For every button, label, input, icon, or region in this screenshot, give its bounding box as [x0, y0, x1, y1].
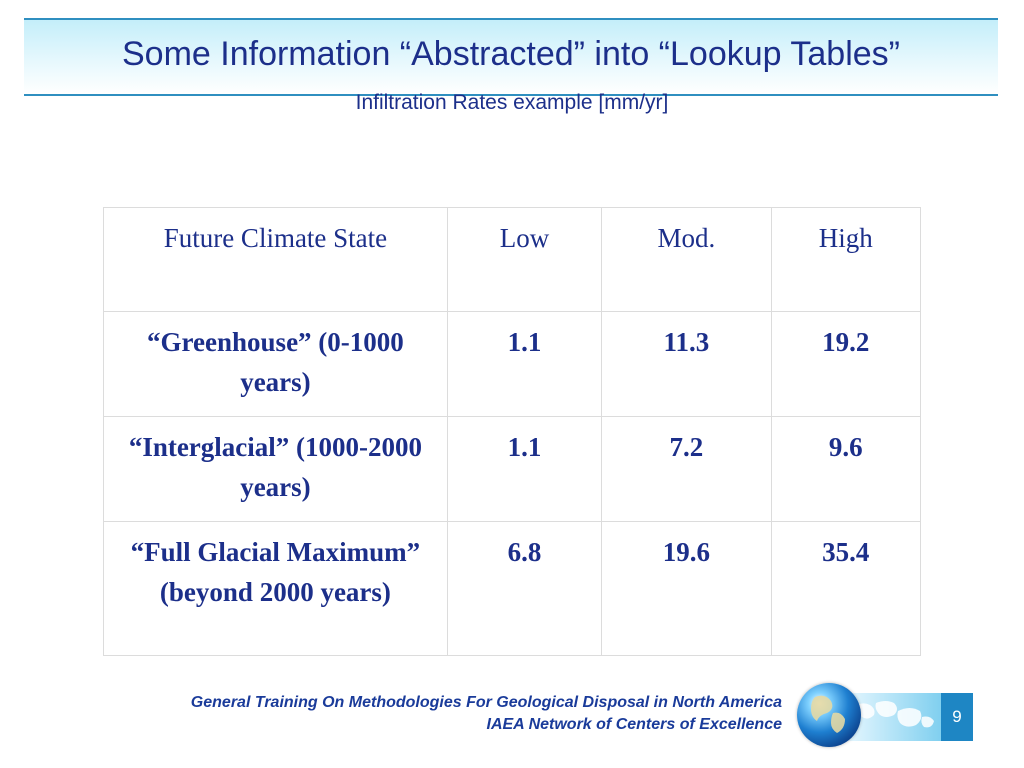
globe-icon	[797, 683, 861, 747]
footer-line-1: General Training On Methodologies For Ge…	[190, 694, 782, 711]
table-row: “Full Glacial Maximum” (beyond 2000 year…	[103, 521, 922, 656]
header-high: High	[770, 207, 922, 312]
title-band	[24, 18, 998, 96]
table-row: “Greenhouse” (0-1000 years) 1.1 11.3 19.…	[103, 311, 922, 417]
slide-title: Some Information “Abstracted” into “Look…	[122, 35, 900, 73]
row-high-value: 9.6	[770, 416, 922, 522]
row-mod-value: 11.3	[601, 311, 772, 417]
row-low-value: 6.8	[446, 521, 603, 656]
row-mod-value: 7.2	[601, 416, 772, 522]
page-number: 9	[941, 693, 973, 741]
footer-line-2: IAEA Network of Centers of Excellence	[486, 716, 783, 733]
table-row: “Interglacial” (1000-2000 years) 1.1 7.2…	[103, 416, 922, 522]
row-mod-value: 19.6	[601, 521, 772, 656]
infiltration-rates-table: Future Climate State Low Mod. High “Gree…	[103, 207, 922, 656]
row-climate-state: “Full Glacial Maximum” (beyond 2000 year…	[103, 521, 448, 656]
header-low: Low	[446, 207, 603, 312]
row-low-value: 1.1	[446, 416, 603, 522]
row-high-value: 19.2	[770, 311, 922, 417]
header-mod: Mod.	[601, 207, 772, 312]
row-low-value: 1.1	[446, 311, 603, 417]
header-climate-state: Future Climate State	[103, 207, 448, 312]
row-high-value: 35.4	[770, 521, 922, 656]
footer-text: General Training On Methodologies For Ge…	[191, 692, 782, 736]
row-climate-state: “Interglacial” (1000-2000 years)	[103, 416, 448, 522]
slide-subtitle: Infiltration Rates example [mm/yr]	[355, 91, 669, 114]
table-header-row: Future Climate State Low Mod. High	[103, 207, 922, 312]
row-climate-state: “Greenhouse” (0-1000 years)	[103, 311, 448, 417]
world-map-icon	[846, 693, 942, 741]
